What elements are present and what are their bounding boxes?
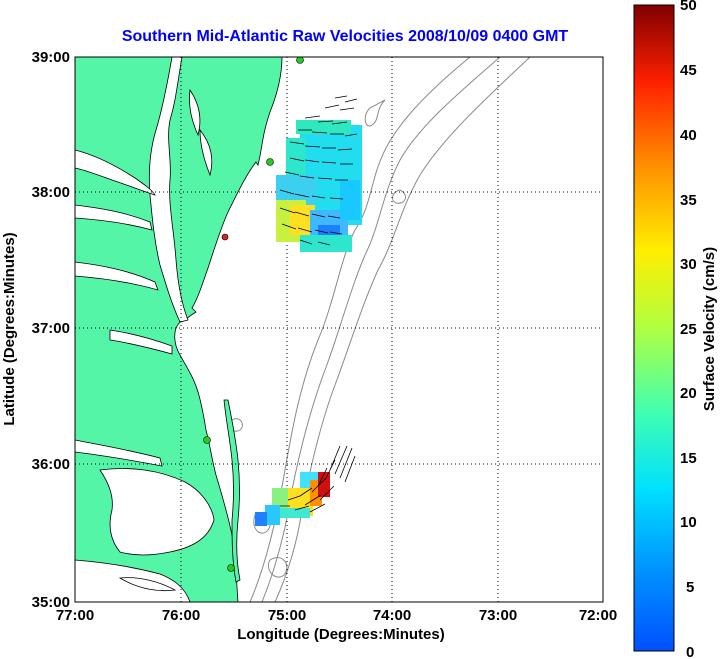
colorbar-tick-label: 0 — [686, 644, 694, 659]
map-plot-area — [75, 57, 603, 602]
map-title: Southern Mid-Atlantic Raw Velocities 200… — [122, 28, 569, 45]
x-axis-title: Longitude (Degrees:Minutes) — [237, 626, 445, 643]
estuaries — [75, 57, 215, 602]
colorbar-tick-label: 30 — [680, 256, 697, 273]
station-marker — [203, 436, 211, 444]
colorbar-tick-label: 25 — [680, 321, 697, 338]
plot-frame — [74, 56, 604, 603]
station-marker — [227, 564, 235, 572]
colorbar: 50 45 40 35 30 25 20 15 10 5 0 Surface V… — [633, 0, 718, 659]
x-tick-label: 75:00 — [268, 607, 306, 624]
colorbar-tick-label: 40 — [680, 127, 697, 144]
colorbar-scale — [633, 4, 675, 652]
station-marker — [266, 158, 274, 166]
y-tick-label: 37:00 — [32, 320, 70, 337]
barrier-islands — [223, 399, 241, 583]
station-marker — [221, 233, 229, 241]
colorbar-tick-label: 45 — [680, 62, 697, 79]
y-tick-label: 38:00 — [32, 184, 70, 201]
x-tick-label: 74:00 — [373, 607, 411, 624]
north-velocity-vectors — [279, 95, 358, 246]
south-velocity-field — [255, 472, 330, 526]
y-tick-label: 35:00 — [32, 594, 70, 611]
y-tick-label: 39:00 — [32, 49, 70, 66]
colorbar-tick-label: 15 — [680, 450, 697, 467]
x-tick-label: 73:00 — [479, 607, 517, 624]
radar-stations — [203, 57, 304, 572]
south-velocity-vectors — [280, 445, 356, 513]
colorbar-tick-label: 5 — [686, 579, 694, 596]
colorbar-tick-label: 20 — [680, 385, 697, 402]
colorbar-tick-label: 35 — [680, 192, 697, 209]
colorbar-tick-label: 50 — [680, 0, 697, 14]
y-tick-label: 36:00 — [32, 456, 70, 473]
x-tick-label: 72:00 — [579, 607, 617, 624]
north-velocity-field — [276, 120, 362, 252]
colorbar-title: Surface Velocity (cm/s) — [701, 247, 718, 411]
y-axis-title: Latitude (Degrees:Minutes) — [1, 232, 18, 425]
y-axis: 39:00 38:00 37:00 36:00 35:00 Latitude (… — [1, 49, 70, 611]
x-tick-label: 76:00 — [162, 607, 200, 624]
station-marker — [296, 57, 304, 64]
x-axis: 77:00 76:00 75:00 74:00 73:00 72:00 Long… — [56, 607, 617, 643]
colorbar-tick-label: 10 — [680, 514, 697, 531]
x-tick-label: 77:00 — [56, 607, 94, 624]
